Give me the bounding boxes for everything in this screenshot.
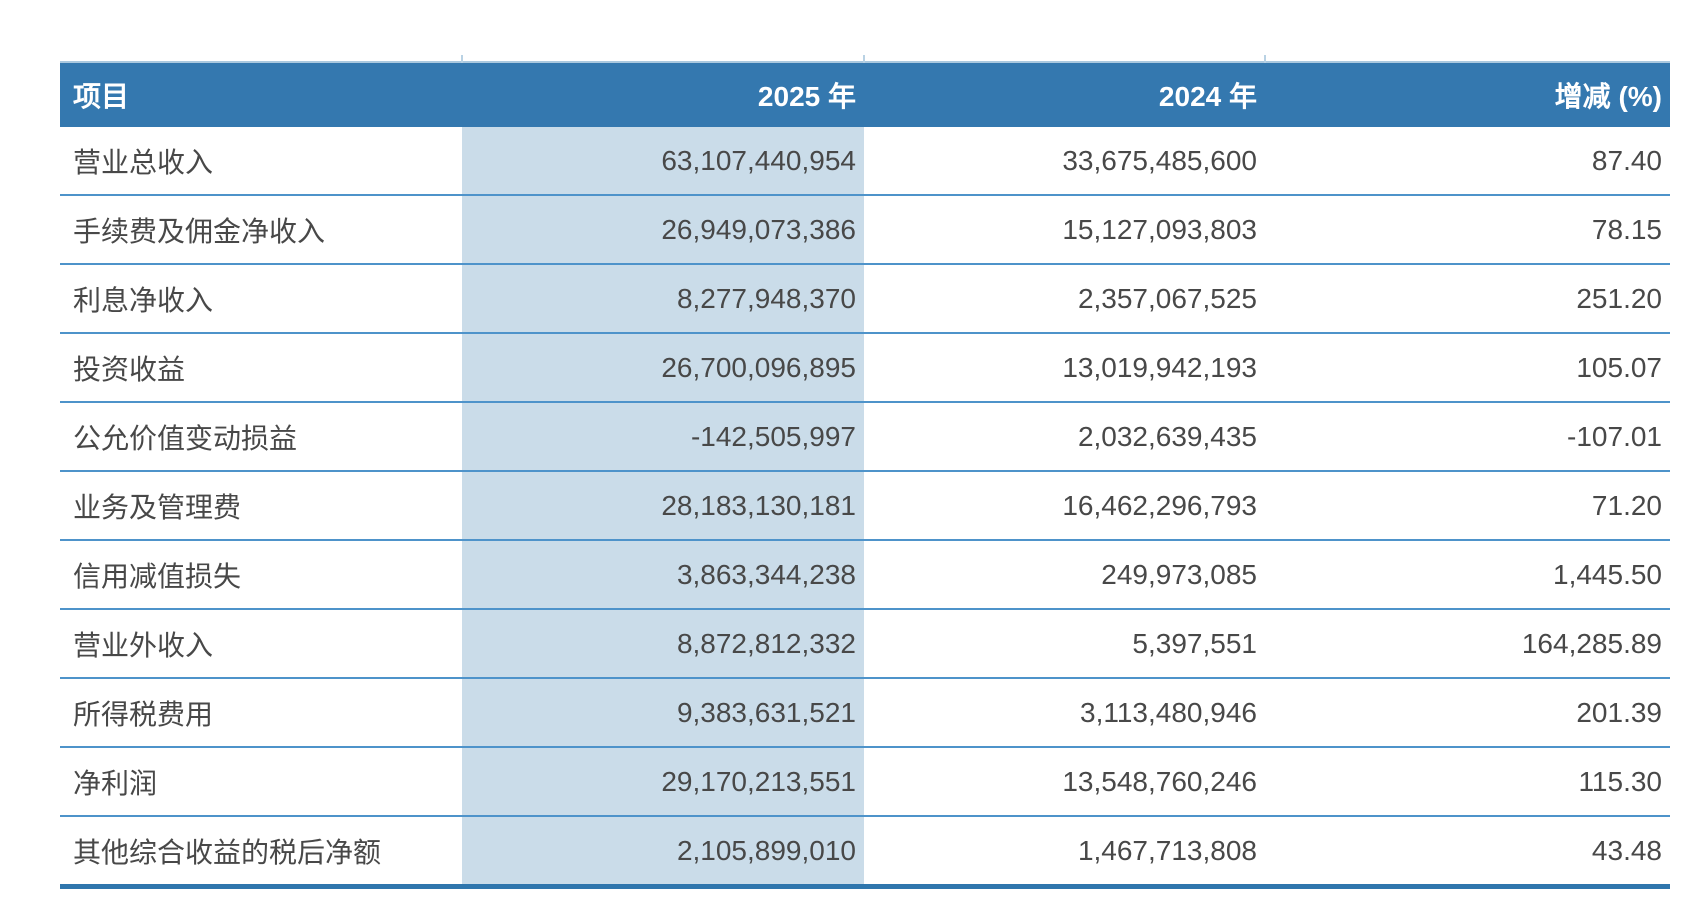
item-cell: 手续费及佣金净收入 <box>73 215 326 247</box>
value-2024-cell: 16,462,296,793 <box>1062 489 1257 521</box>
value-2025-cell: -142,505,997 <box>462 403 864 470</box>
table-row: 手续费及佣金净收入 26,949,073,386 15,127,093,803 … <box>60 196 1670 265</box>
change-pct-cell: 1,445.50 <box>1553 558 1662 590</box>
item-cell: 公允价值变动损益 <box>73 422 298 454</box>
value-2025-cell: 9,383,631,521 <box>462 679 864 746</box>
value-2024-cell: 3,113,480,946 <box>1080 696 1257 728</box>
change-pct-cell: 71.20 <box>1591 489 1662 521</box>
table-header-row: 项目 2025 年 2024 年 增减 (%) <box>60 55 1670 127</box>
table-row: 营业总收入 63,107,440,954 33,675,485,600 87.4… <box>60 127 1670 196</box>
item-cell: 所得税费用 <box>73 698 214 730</box>
value-2024-cell: 33,675,485,600 <box>1062 144 1257 176</box>
change-pct-cell: 105.07 <box>1576 351 1662 383</box>
column-boundary-tick <box>461 55 463 63</box>
value-2025-cell: 26,949,073,386 <box>462 196 864 263</box>
change-pct-cell: 115.30 <box>1578 765 1662 797</box>
table-row: 利息净收入 8,277,948,370 2,357,067,525 251.20 <box>60 265 1670 334</box>
value-2024-cell: 249,973,085 <box>1101 558 1257 590</box>
column-boundary-tick <box>1264 55 1266 63</box>
item-cell: 投资收益 <box>73 353 186 385</box>
item-cell: 业务及管理费 <box>73 491 242 523</box>
table-row: 所得税费用 9,383,631,521 3,113,480,946 201.39 <box>60 679 1670 748</box>
value-2025-cell: 29,170,213,551 <box>462 748 864 815</box>
header-2024: 2024 年 <box>1158 81 1257 112</box>
table-row: 投资收益 26,700,096,895 13,019,942,193 105.0… <box>60 334 1670 403</box>
value-2024-cell: 2,357,067,525 <box>1077 282 1257 314</box>
value-2025-cell: 8,872,812,332 <box>462 610 864 677</box>
change-pct-cell: 201.39 <box>1576 696 1662 728</box>
change-pct-cell: 87.40 <box>1591 144 1662 176</box>
value-2024-cell: 1,467,713,808 <box>1077 834 1257 866</box>
item-cell: 其他综合收益的税后净额 <box>73 836 382 868</box>
table-row: 公允价值变动损益 -142,505,997 2,032,639,435 -107… <box>60 403 1670 472</box>
header-2025: 2025 年 <box>757 81 856 112</box>
change-pct-cell: 251.20 <box>1576 282 1662 314</box>
column-boundary-tick <box>863 55 865 63</box>
change-pct-cell: 164,285.89 <box>1521 627 1662 659</box>
value-2025-cell: 3,863,344,238 <box>462 541 864 608</box>
table-row: 信用减值损失 3,863,344,238 249,973,085 1,445.5… <box>60 541 1670 610</box>
header-item: 项目 <box>73 81 130 112</box>
table-row: 净利润 29,170,213,551 13,548,760,246 115.30 <box>60 748 1670 817</box>
item-cell: 利息净收入 <box>73 284 214 316</box>
value-2024-cell: 13,548,760,246 <box>1062 765 1257 797</box>
change-pct-cell: -107.01 <box>1567 420 1662 452</box>
item-cell: 营业总收入 <box>73 146 214 178</box>
value-2024-cell: 13,019,942,193 <box>1062 351 1257 383</box>
change-pct-cell: 78.15 <box>1591 213 1662 245</box>
value-2025-cell: 63,107,440,954 <box>462 127 864 194</box>
table-row: 业务及管理费 28,183,130,181 16,462,296,793 71.… <box>60 472 1670 541</box>
value-2025-cell: 2,105,899,010 <box>462 817 864 884</box>
item-cell: 营业外收入 <box>73 629 214 661</box>
value-2025-cell: 8,277,948,370 <box>462 265 864 332</box>
income-statement-table: 项目 2025 年 2024 年 增减 (%) 营业总收入 63,107,440… <box>60 55 1670 889</box>
value-2025-cell: 26,700,096,895 <box>462 334 864 401</box>
change-pct-cell: 43.48 <box>1591 834 1662 866</box>
item-cell: 净利润 <box>73 767 158 799</box>
table-row: 其他综合收益的税后净额 2,105,899,010 1,467,713,808 … <box>60 817 1670 889</box>
value-2024-cell: 5,397,551 <box>1132 627 1257 659</box>
value-2024-cell: 2,032,639,435 <box>1077 420 1257 452</box>
value-2025-cell: 28,183,130,181 <box>462 472 864 539</box>
item-cell: 信用减值损失 <box>73 560 242 592</box>
table-row: 营业外收入 8,872,812,332 5,397,551 164,285.89 <box>60 610 1670 679</box>
value-2024-cell: 15,127,093,803 <box>1062 213 1257 245</box>
header-change: 增减 (%) <box>1554 81 1662 112</box>
